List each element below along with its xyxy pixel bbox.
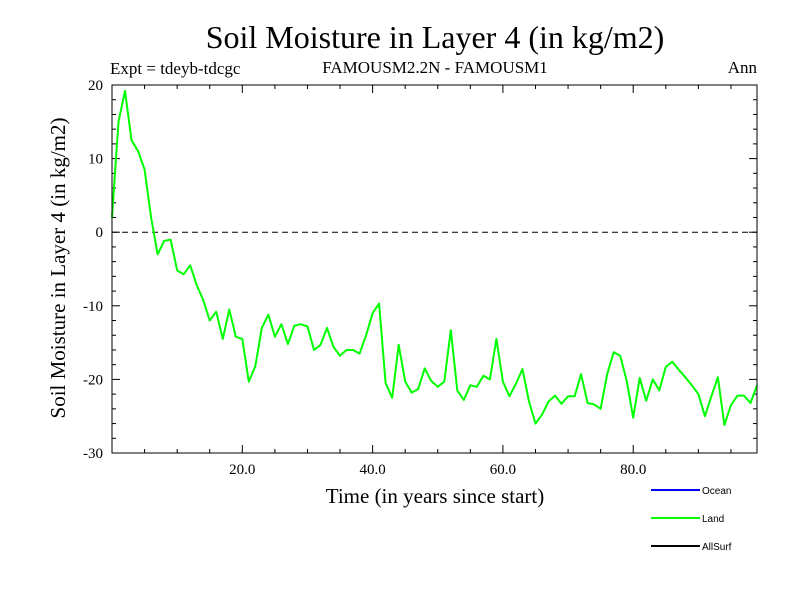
y-tick-label: -10	[83, 299, 103, 315]
y-tick-label: 20	[88, 78, 103, 94]
chart-title: Soil Moisture in Layer 4 (in kg/m2)	[206, 19, 665, 55]
x-tick-label: 20.0	[229, 462, 255, 478]
x-tick-label: 40.0	[359, 462, 385, 478]
x-axis-label: Time (in years since start)	[326, 484, 545, 508]
legend: Ocean Land AllSurf	[651, 486, 732, 553]
y-tick-label: 0	[96, 225, 104, 241]
period-label: Ann	[728, 58, 758, 77]
axis-ticks	[112, 84, 757, 454]
expt-label: Expt = tdeyb-tdcgc	[110, 59, 241, 78]
plot-frame	[111, 84, 758, 454]
y-axis-label: Soil Moisture in Layer 4 (in kg/m2)	[46, 118, 70, 419]
x-tick-label: 60.0	[490, 462, 516, 478]
legend-label-allsurf: AllSurf	[702, 542, 732, 553]
chart-subtitle: FAMOUSM2.2N - FAMOUSM1	[322, 58, 548, 77]
series-layer	[111, 89, 758, 426]
series-line-land	[111, 89, 758, 426]
tick-labels: -30 -20 -10 0 10 20 20.0 40.0 60.0 80.0	[83, 78, 646, 478]
legend-label-ocean: Ocean	[702, 486, 731, 497]
x-tick-label: 80.0	[620, 462, 646, 478]
y-tick-label: -30	[83, 446, 103, 462]
legend-label-land: Land	[702, 514, 724, 525]
y-tick-label: -20	[83, 372, 103, 388]
y-tick-label: 10	[88, 152, 103, 168]
